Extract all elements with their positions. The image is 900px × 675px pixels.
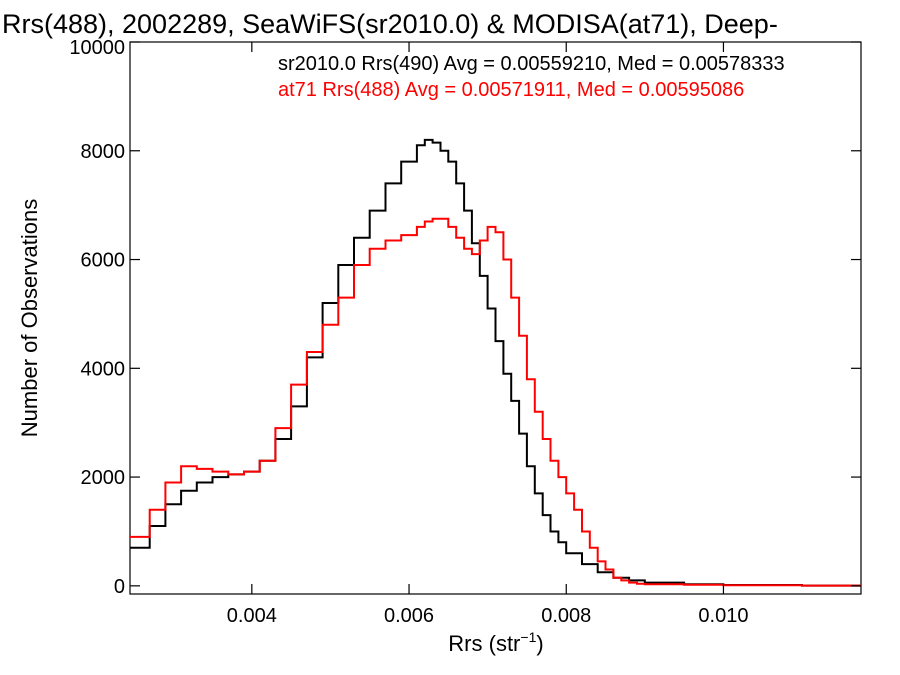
legend-entry-sr2010: sr2010.0 Rrs(490) Avg = 0.00559210, Med …: [278, 53, 785, 75]
y-tick-label: 2000: [81, 467, 126, 489]
x-axis-ticks: 0.004 0.006 0.008 0.010: [227, 42, 748, 627]
legend: sr2010.0 Rrs(490) Avg = 0.00559210, Med …: [278, 53, 785, 101]
series-line-1: [130, 217, 861, 587]
x-axis-label: Rrs (str−1): [448, 629, 543, 656]
y-axis-label: Number of Observations: [17, 199, 42, 437]
y-axis-ticks: 0 2000 4000 6000 8000 10000: [69, 37, 861, 598]
x-tick-label: 0.004: [227, 605, 277, 627]
y-tick-label: 6000: [81, 250, 126, 272]
legend-entry-at71: at71 Rrs(488) Avg = 0.00571911, Med = 0.…: [278, 79, 744, 101]
plot-frame: [129, 41, 862, 595]
y-tick-label: 10000: [69, 37, 125, 59]
x-tick-label: 0.008: [541, 605, 591, 627]
y-tick-label: 8000: [81, 141, 126, 163]
y-tick-label: 4000: [81, 358, 126, 380]
chart-title: Rrs(488), 2002289, SeaWiFS(sr2010.0) & M…: [2, 9, 778, 39]
y-tick-label: 0: [114, 576, 125, 598]
series-line-0: [130, 138, 861, 587]
series-layer: [130, 138, 861, 587]
x-tick-label: 0.006: [384, 605, 434, 627]
x-tick-label: 0.010: [698, 605, 748, 627]
